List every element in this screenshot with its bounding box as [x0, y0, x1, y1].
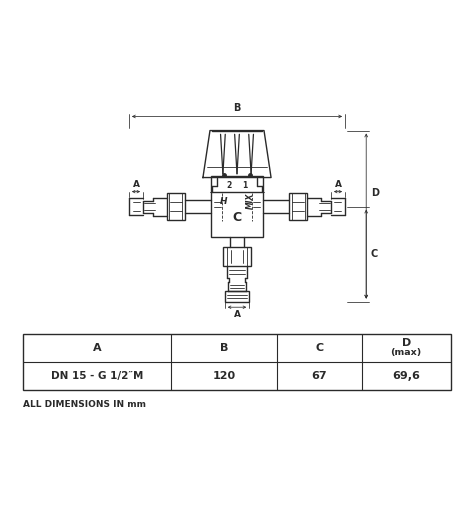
Text: C: C [232, 210, 242, 224]
Bar [225, 291, 249, 302]
Bar [289, 193, 308, 220]
Text: A: A [335, 180, 341, 189]
Text: (max): (max) [391, 348, 422, 357]
Text: D: D [401, 338, 411, 348]
Text: A: A [234, 310, 240, 318]
Text: 67: 67 [311, 371, 327, 381]
Bar [23, 333, 451, 390]
Text: 69,6: 69,6 [392, 371, 420, 381]
Text: 2: 2 [227, 181, 232, 190]
Text: A: A [133, 180, 139, 189]
Text: DN 15 - G 1/2″M: DN 15 - G 1/2″M [51, 371, 144, 381]
Text: 1: 1 [242, 181, 247, 190]
Text: 120: 120 [212, 371, 236, 381]
Text: A: A [93, 343, 101, 353]
Bar [166, 193, 185, 220]
Text: MIX: MIX [246, 193, 255, 209]
Text: B: B [233, 103, 241, 113]
Text: B: B [220, 343, 228, 353]
Text: C: C [315, 343, 323, 353]
Bar [211, 176, 263, 237]
Text: C: C [371, 249, 378, 259]
Text: H: H [220, 197, 228, 205]
Bar [223, 247, 251, 266]
Text: D: D [371, 187, 379, 198]
Text: ALL DIMENSIONS IN mm: ALL DIMENSIONS IN mm [23, 400, 146, 409]
